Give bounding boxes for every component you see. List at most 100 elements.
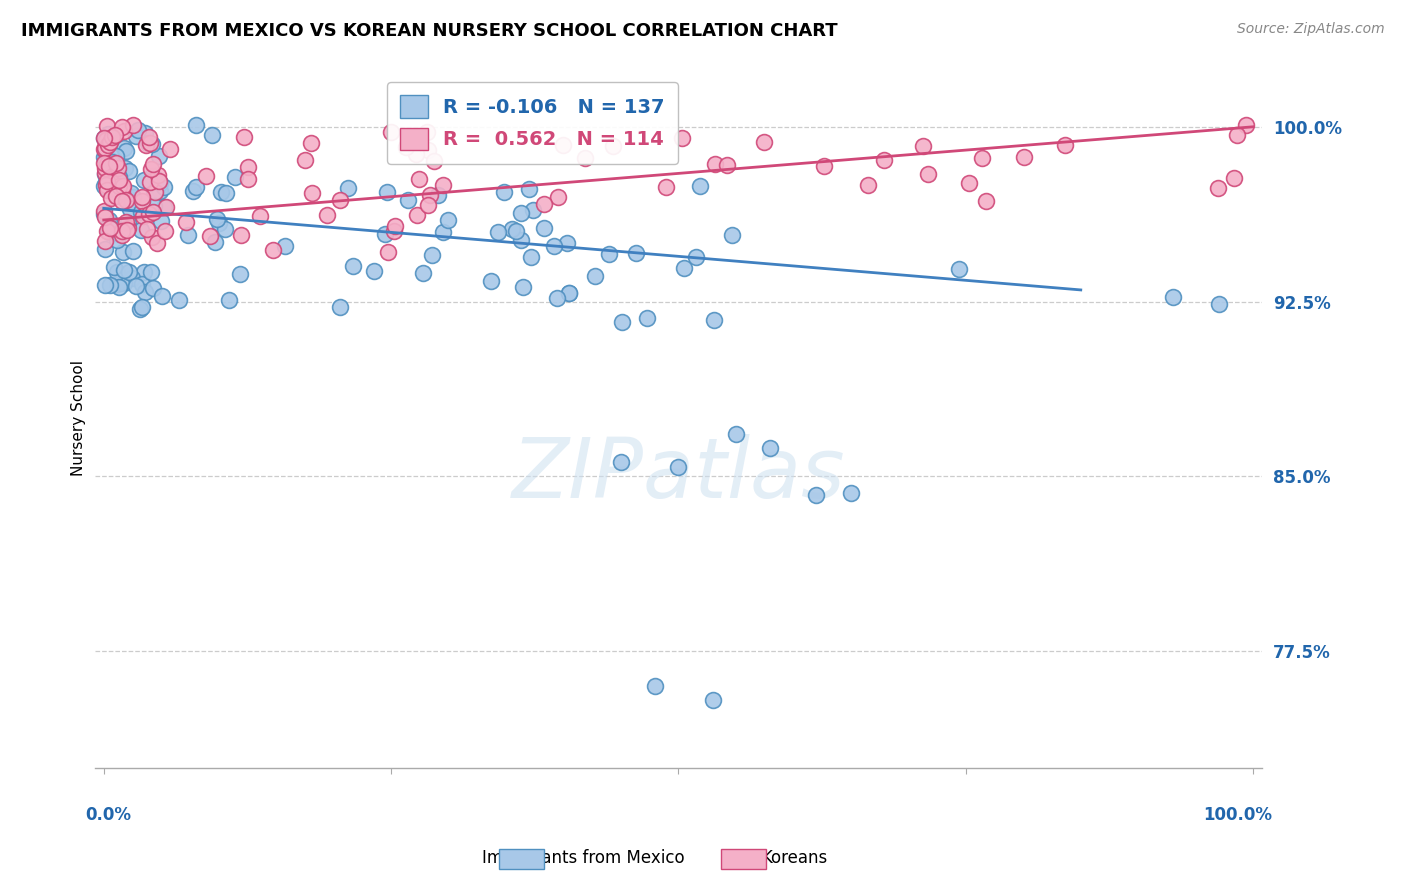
Point [93,207,115,221]
Point [974,194,997,208]
Point [145,172,167,186]
Point [702,313,724,327]
Point [198,228,221,243]
Point [315,208,337,222]
Point [610,455,633,469]
Point [382,224,405,238]
Point [142,205,165,219]
Point [148,168,170,182]
Point [236,171,259,186]
Point [406,208,429,222]
Point [329,300,352,314]
Point [112,262,135,277]
Point [486,226,509,240]
Point [141,169,163,184]
Point [125,279,148,293]
Point [856,178,879,192]
Point [416,198,439,212]
Point [98,220,121,235]
Point [101,177,124,191]
Point [97,159,120,173]
Point [129,205,152,219]
Point [301,186,323,201]
Point [114,161,136,176]
Point [118,202,141,216]
Point [363,264,385,278]
Point [104,149,127,163]
Point [510,234,533,248]
Text: ZIPatlas: ZIPatlas [512,434,845,515]
Point [294,153,316,167]
Point [93,167,115,181]
Point [186,180,208,194]
Point [136,222,159,236]
Point [299,136,322,150]
Point [195,169,218,183]
Point [121,244,143,258]
Point [105,189,128,203]
Point [721,227,744,242]
Point [329,193,352,207]
Point [153,224,176,238]
Point [117,220,139,235]
Point [917,167,939,181]
Point [149,184,172,198]
Point [94,175,117,189]
Point [415,125,437,139]
Point [405,147,427,161]
Point [111,228,134,243]
Point [873,153,896,167]
Point [93,130,115,145]
Point [522,202,544,217]
Point [96,157,118,171]
Point [93,150,115,164]
Point [806,488,828,502]
Point [558,286,581,301]
Point [152,200,174,214]
Point [94,141,117,155]
Point [98,221,121,235]
Point [724,427,747,442]
Point [97,128,120,142]
Text: Immigrants from Mexico: Immigrants from Mexico [482,849,685,867]
Y-axis label: Nursery School: Nursery School [72,360,86,476]
Point [262,243,284,257]
Point [117,164,139,178]
Point [131,223,153,237]
Point [644,679,666,693]
Point [342,259,364,273]
Point [136,136,159,150]
Text: IMMIGRANTS FROM MEXICO VS KOREAN NURSERY SCHOOL CORRELATION CHART: IMMIGRANTS FROM MEXICO VS KOREAN NURSERY… [21,22,838,40]
Point [98,212,121,227]
Point [124,128,146,143]
Point [432,225,454,239]
Point [533,197,555,211]
Point [181,184,204,198]
Point [93,145,115,159]
Point [150,289,173,303]
Point [139,136,162,151]
Point [249,209,271,223]
Point [94,278,117,293]
Point [146,236,169,251]
Point [112,141,135,155]
Point [533,221,555,235]
Point [93,161,115,175]
Point [108,170,131,185]
Text: Source: ZipAtlas.com: Source: ZipAtlas.com [1237,22,1385,37]
Point [426,187,449,202]
Point [117,216,139,230]
Point [689,179,711,194]
Point [107,161,129,175]
Point [754,135,776,149]
Point [148,176,170,190]
Point [100,191,122,205]
Point [111,244,134,259]
Point [142,281,165,295]
Point [132,173,155,187]
Point [93,142,115,156]
Point [209,186,232,200]
Text: Koreans: Koreans [761,849,828,867]
Point [636,311,658,326]
Point [105,233,128,247]
